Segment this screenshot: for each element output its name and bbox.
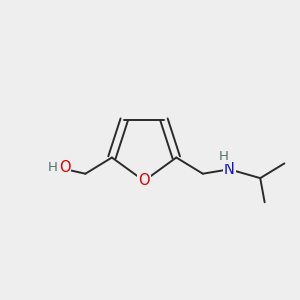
Text: H: H [219,150,229,164]
Text: H: H [48,161,57,174]
Text: N: N [224,162,235,177]
Text: O: O [138,173,150,188]
Text: O: O [59,160,70,175]
